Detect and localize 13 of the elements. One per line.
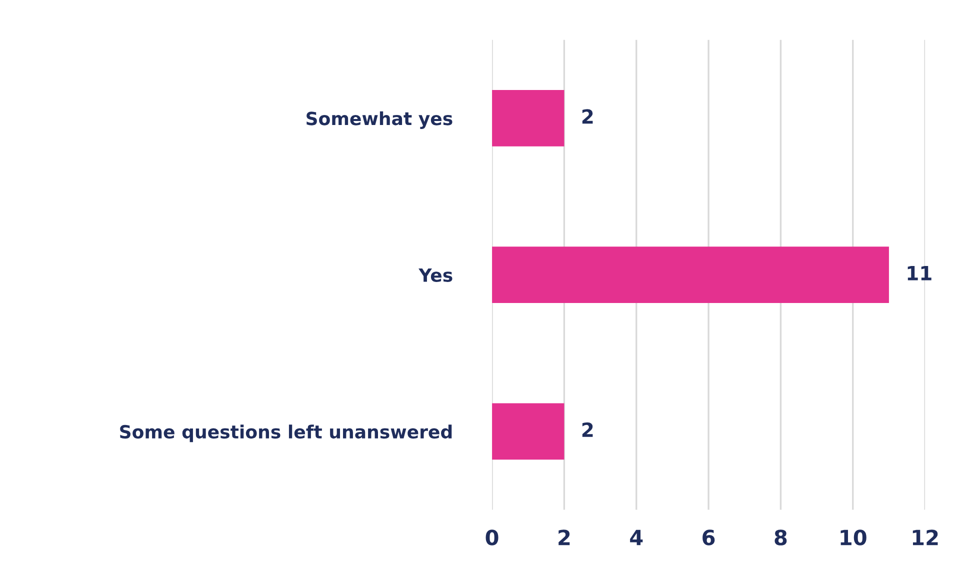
x-tick-label: 12 [912,530,938,546]
x-tick-label: 0 [486,530,498,546]
y-tick-label: Somewhat yes [306,111,452,129]
x-tick-label: 2 [558,530,570,546]
y-tick-label: Yes [418,268,452,282]
x-tick-label: 8 [774,530,787,546]
x-tick-label: 10 [840,530,866,546]
data-label: 11 [908,266,932,280]
y-tick-label: Some questions left unanswered [120,424,452,442]
x-tick-label: 4 [630,530,643,546]
data-label: 2 [582,422,593,437]
x-tick-label: 6 [702,530,715,546]
data-label: 2 [582,109,593,124]
